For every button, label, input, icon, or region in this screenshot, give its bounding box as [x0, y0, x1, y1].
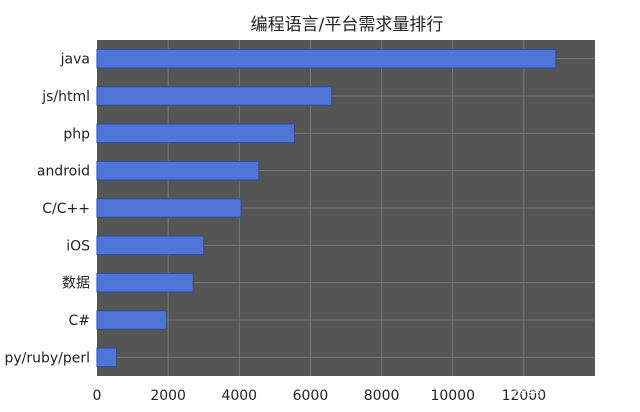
category-label: py/ruby/perl — [4, 350, 90, 366]
x-tick-label: 0 — [93, 388, 102, 404]
x-tick-label: 6000 — [293, 388, 329, 404]
category-label: android — [37, 164, 90, 180]
x-tick-label: 2000 — [150, 388, 186, 404]
category-label: C# — [68, 313, 90, 329]
category-label: js/html — [41, 89, 90, 105]
bar-2 — [96, 123, 295, 144]
category-label: 数据 — [62, 276, 90, 292]
category-label: iOS — [66, 238, 90, 254]
category-labels: java js/html php android C/C++ iOS 数据 C# py/ruby… — [4, 52, 90, 367]
x-tick-label: 8000 — [364, 388, 400, 404]
watermark: 头条 @OREbb — [513, 383, 607, 400]
chart-title: 编程语言/平台需求量排行 — [251, 15, 444, 35]
bar-5 — [96, 235, 205, 256]
x-tick-label: 12000 — [502, 388, 547, 404]
bar-3 — [96, 160, 260, 181]
bar-1 — [96, 86, 333, 106]
category-label: java — [60, 52, 90, 68]
x-tick-labels: 0 2000 4000 6000 8000 10000 12000 — [93, 388, 547, 404]
category-label: php — [63, 126, 90, 142]
bar-0 — [96, 48, 557, 69]
bar-7 — [96, 310, 167, 330]
bars — [96, 48, 557, 368]
bar-4 — [96, 198, 242, 218]
bar-6 — [96, 272, 194, 293]
x-tick-label: 4000 — [221, 388, 257, 404]
category-label: C/C++ — [42, 201, 90, 217]
x-tick-label: 10000 — [430, 388, 475, 404]
bar-8 — [96, 347, 118, 368]
